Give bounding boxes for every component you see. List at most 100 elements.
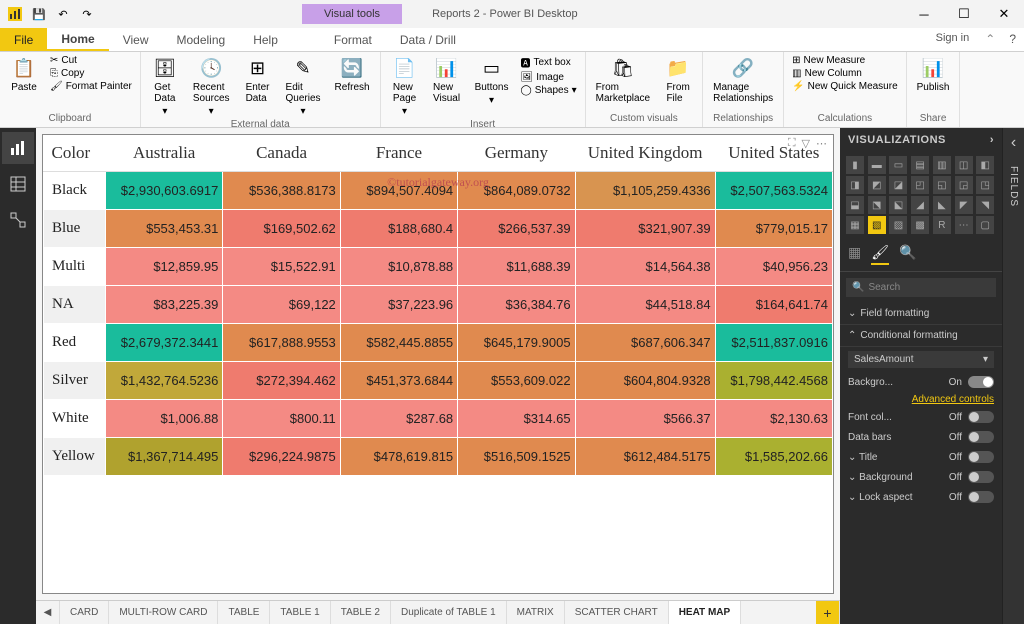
viz-type-icon[interactable]: ▢ [976,216,994,234]
undo-icon[interactable]: ↶ [52,3,74,25]
viz-type-icon[interactable]: ▤ [911,156,929,174]
minimize-button[interactable]: ─ [904,0,944,28]
sign-in-link[interactable]: Sign in [926,28,980,51]
data-cell[interactable]: $1,105,259.4336 [575,172,715,210]
viz-type-icon[interactable]: ◳ [976,176,994,194]
publish-button[interactable]: 📊Publish [911,54,956,95]
data-cell[interactable]: $617,888.9553 [223,324,340,362]
tab-modeling[interactable]: Modeling [162,28,239,51]
filter-icon[interactable]: ▽ [802,137,810,150]
data-cell[interactable]: $2,930,603.6917 [106,172,223,210]
tab-help[interactable]: Help [239,28,292,51]
data-cell[interactable]: $164,641.74 [715,286,832,324]
data-cell[interactable]: $1,585,202.66 [715,438,832,476]
viz-type-icon[interactable]: ◰ [911,176,929,194]
conditional-formatting-section[interactable]: ⌃ Conditional formatting [840,325,1002,347]
viz-type-icon[interactable]: ▦ [846,216,864,234]
page-tab[interactable]: SCATTER CHART [565,601,669,624]
column-header-corner[interactable]: Color [44,135,106,172]
report-view-icon[interactable] [2,132,34,164]
data-cell[interactable]: $188,680.4 [340,210,457,248]
data-cell[interactable]: $1,432,764.5236 [106,362,223,400]
row-header[interactable]: White [44,400,106,438]
data-cell[interactable]: $14,564.38 [575,248,715,286]
toggle-switch[interactable] [968,411,994,423]
tab-home[interactable]: Home [47,28,108,51]
edit-queries-button[interactable]: ✎Edit Queries▾ [280,54,327,119]
data-cell[interactable]: $266,537.39 [458,210,575,248]
maximize-button[interactable]: ☐ [944,0,984,28]
data-cell[interactable]: $83,225.39 [106,286,223,324]
data-cell[interactable]: $536,388.8173 [223,172,340,210]
ribbon-collapse-icon[interactable]: ⌃ [979,28,1001,51]
data-cell[interactable]: $604,804.9328 [575,362,715,400]
viz-type-icon[interactable]: ◧ [976,156,994,174]
viz-type-icon[interactable]: ⬓ [846,196,864,214]
fields-panel-expand-icon[interactable]: ‹ [1011,128,1016,158]
data-cell[interactable]: $12,859.95 [106,248,223,286]
paste-button[interactable]: 📋Paste [4,54,44,95]
redo-icon[interactable]: ↷ [76,3,98,25]
data-cell[interactable]: $582,445.8855 [340,324,457,362]
textbox-button[interactable]: 🅰 Text box [516,54,580,71]
buttons-button[interactable]: ▭Buttons▾ [469,54,515,108]
page-tab[interactable]: TABLE 2 [331,601,391,624]
save-icon[interactable]: 💾 [28,3,50,25]
viz-type-icon[interactable]: ◲ [955,176,973,194]
viz-type-icon[interactable]: ◱ [933,176,951,194]
manage-relationships-button[interactable]: 🔗Manage Relationships [707,54,779,106]
data-cell[interactable]: $516,509.1525 [458,438,575,476]
data-cell[interactable]: $69,122 [223,286,340,324]
data-cell[interactable]: $478,619.815 [340,438,457,476]
viz-type-icon[interactable]: ▬ [868,156,886,174]
page-tab[interactable]: TABLE [218,601,270,624]
toggle-switch[interactable] [968,491,994,503]
new-page-button[interactable]: 📄New Page▾ [385,54,425,119]
viz-type-icon[interactable]: ◣ [933,196,951,214]
tab-view[interactable]: View [109,28,163,51]
data-cell[interactable]: $272,394.462 [223,362,340,400]
tabs-prev-icon[interactable]: ◀ [36,601,60,624]
page-tab[interactable]: Duplicate of TABLE 1 [391,601,507,624]
data-cell[interactable]: $2,679,372.3441 [106,324,223,362]
new-quick-measure-button[interactable]: ⚡ New Quick Measure [788,80,901,93]
viz-type-icon[interactable]: ◫ [955,156,973,174]
viz-type-icon[interactable]: ▮ [846,156,864,174]
toggle-switch[interactable] [968,451,994,463]
data-cell[interactable]: $553,453.31 [106,210,223,248]
panel-expand-icon[interactable]: › [990,134,994,146]
page-tab[interactable]: CARD [60,601,109,624]
row-header[interactable]: Red [44,324,106,362]
fields-well-tab-icon[interactable]: ▦ [848,244,861,265]
toggle-switch[interactable] [968,431,994,443]
copy-button[interactable]: ⎘ Copy [46,67,136,80]
analytics-tab-icon[interactable]: 🔍 [899,244,916,265]
data-cell[interactable]: $800.11 [223,400,340,438]
data-cell[interactable]: $169,502.62 [223,210,340,248]
row-header[interactable]: Black [44,172,106,210]
viz-type-icon[interactable]: ▧ [868,216,886,234]
page-tab[interactable]: HEAT MAP [669,601,741,624]
viz-type-icon[interactable]: ⋯ [955,216,973,234]
add-page-button[interactable]: + [816,601,840,624]
viz-type-icon[interactable]: ◪ [889,176,907,194]
refresh-button[interactable]: 🔄Refresh [329,54,376,95]
from-marketplace-button[interactable]: 🛍From Marketplace [590,54,656,106]
format-tab-icon[interactable]: 🖌 [871,244,889,265]
data-cell[interactable]: $1,367,714.495 [106,438,223,476]
new-column-button[interactable]: ▥ New Column [788,67,901,80]
data-cell[interactable]: $2,130.63 [715,400,832,438]
toggle-switch[interactable] [968,471,994,483]
row-header[interactable]: Multi [44,248,106,286]
data-cell[interactable]: $2,507,563.5324 [715,172,832,210]
viz-type-icon[interactable]: ▭ [889,156,907,174]
row-header[interactable]: Silver [44,362,106,400]
column-header[interactable]: France [340,135,457,172]
more-options-icon[interactable]: ⋯ [816,137,827,150]
data-cell[interactable]: $36,384.76 [458,286,575,324]
viz-type-icon[interactable]: ⬔ [868,196,886,214]
field-dropdown[interactable]: SalesAmount▾ [848,351,994,368]
page-tab[interactable]: MATRIX [507,601,565,624]
cut-button[interactable]: ✂ Cut [46,54,136,67]
viz-type-icon[interactable]: ◢ [911,196,929,214]
